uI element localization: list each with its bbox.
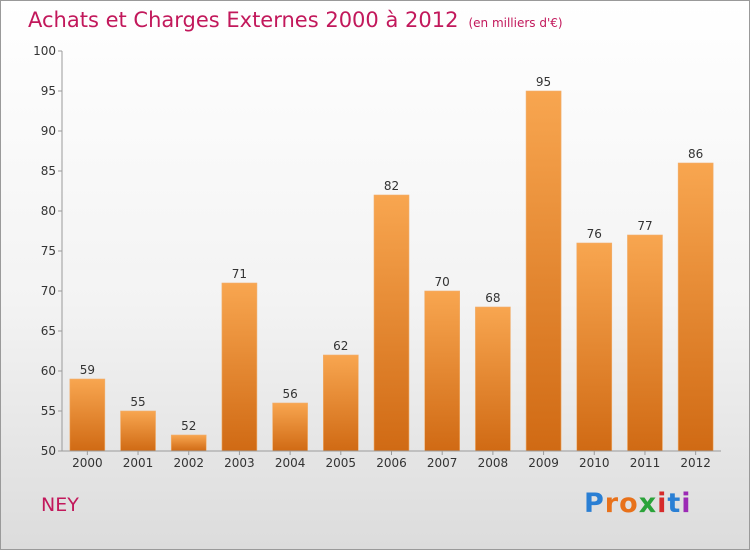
value-label-2001: 55 — [130, 395, 145, 409]
y-tick-label: 80 — [41, 204, 56, 218]
value-label-2008: 68 — [485, 291, 500, 305]
value-label-2011: 77 — [637, 219, 652, 233]
x-tick-label-2007: 2007 — [427, 456, 458, 470]
logo-letter: P — [584, 488, 605, 519]
value-label-2005: 62 — [333, 339, 348, 353]
x-tick-label-2005: 2005 — [326, 456, 357, 470]
y-tick-label: 85 — [41, 164, 56, 178]
value-label-2010: 76 — [587, 227, 602, 241]
chart-title-text: Achats et Charges Externes 2000 à 2012 — [28, 8, 459, 32]
y-tick-label: 65 — [41, 324, 56, 338]
logo-letter: r — [604, 488, 620, 519]
value-label-2000: 59 — [80, 363, 95, 377]
bar-2003 — [221, 282, 258, 452]
value-label-2006: 82 — [384, 179, 399, 193]
value-label-2009: 95 — [536, 75, 551, 89]
y-tick-label: 90 — [41, 124, 56, 138]
unit-label: (en milliers d'€) — [468, 16, 563, 30]
value-label-2002: 52 — [181, 419, 196, 433]
x-tick-label-2001: 2001 — [123, 456, 154, 470]
logo-letter: x — [638, 488, 658, 519]
y-tick-label: 55 — [41, 404, 56, 418]
x-tick-label-2003: 2003 — [224, 456, 255, 470]
y-tick-label: 100 — [33, 44, 56, 58]
bar-2004 — [272, 402, 308, 452]
x-tick-label-2010: 2010 — [579, 456, 610, 470]
logo-letter: o — [619, 488, 639, 519]
y-axis: 50 55 60 65 70 75 80 85 90 95 100 — [33, 44, 63, 458]
bar-2005 — [323, 354, 359, 452]
bar-2007 — [424, 290, 460, 452]
commune-name: NEY — [41, 494, 79, 516]
x-axis: 2000 2001 2002 2003 2004 2005 2006 2007 2008 2009… — [62, 450, 721, 470]
y-tick-label: 95 — [41, 84, 56, 98]
bar-2002 — [170, 434, 207, 452]
y-tick-label: 50 — [41, 444, 56, 458]
bar-2006 — [373, 194, 410, 452]
logo-letter: i — [681, 488, 692, 519]
logo-letter: t — [667, 488, 682, 519]
bar-2000 — [69, 378, 106, 452]
x-tick-label-2008: 2008 — [478, 456, 509, 470]
x-tick-label-2002: 2002 — [173, 456, 204, 470]
x-tick-label-2004: 2004 — [275, 456, 306, 470]
y-tick-label: 60 — [41, 364, 56, 378]
bar-2010 — [576, 242, 613, 452]
proxiti-logo[interactable]: Proxiti — [584, 488, 692, 519]
bar-2011 — [627, 234, 663, 452]
y-tick-label: 70 — [41, 284, 56, 298]
value-label-2004: 56 — [282, 387, 297, 401]
x-tick-label-2012: 2012 — [680, 456, 711, 470]
y-tick-label: 75 — [41, 244, 56, 258]
value-label-2007: 70 — [435, 275, 450, 289]
bar-2001 — [120, 410, 156, 452]
value-label-2003: 71 — [232, 267, 247, 281]
x-tick-label-2011: 2011 — [630, 456, 661, 470]
bar-series: 59 55 52 71 56 62 82 70 68 95 76 77 86 — [69, 75, 714, 452]
bar-2012 — [677, 162, 714, 452]
logo-letter: i — [657, 488, 668, 519]
value-label-2012: 86 — [688, 147, 703, 161]
bar-2008 — [475, 306, 511, 452]
x-tick-label-2009: 2009 — [528, 456, 559, 470]
chart-title: Achats et Charges Externes 2000 à 2012 (e… — [28, 8, 563, 32]
x-tick-label-2006: 2006 — [376, 456, 407, 470]
x-tick-label-2000: 2000 — [72, 456, 103, 470]
bar-2009 — [525, 90, 562, 452]
